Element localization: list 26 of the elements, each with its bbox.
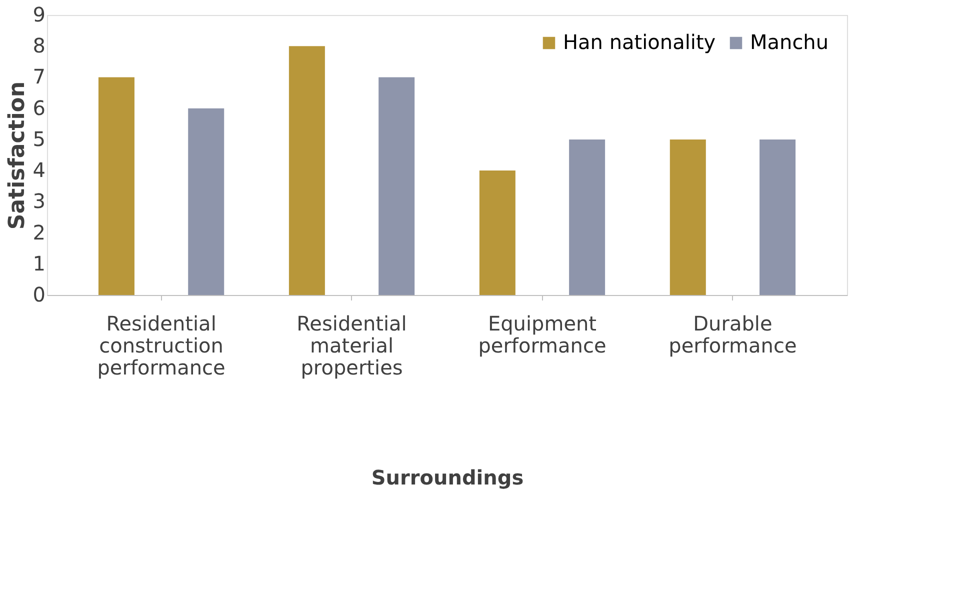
bar: [670, 139, 706, 295]
y-tick-label: 6: [32, 96, 46, 120]
y-tick-label: 2: [32, 220, 46, 244]
x-tick-label: Residential material properties: [296, 312, 407, 380]
y-tick-label: 0: [32, 282, 46, 306]
bar: [378, 77, 415, 295]
x-axis-title: Surroundings: [371, 466, 524, 490]
y-tick-label: 1: [32, 251, 46, 276]
legend-label: Manchu: [750, 30, 829, 54]
legend-label: Han nationality: [563, 30, 716, 54]
bar: [98, 77, 134, 295]
y-tick-label: 9: [32, 2, 46, 26]
bar: [288, 46, 325, 295]
y-tick-label: 5: [32, 126, 46, 151]
x-tick-label: Residential construction performance: [97, 312, 226, 380]
y-tick-label: 4: [32, 158, 46, 182]
bar: [760, 139, 796, 295]
y-tick-label: 3: [32, 189, 46, 214]
y-tick-label: 7: [32, 64, 46, 89]
bar: [479, 170, 516, 295]
bar: [569, 139, 606, 295]
y-tick-label: 8: [32, 34, 46, 58]
x-tick-label: Durable performance: [668, 312, 797, 358]
bar: [188, 108, 224, 295]
y-axis-title: Satisfaction: [4, 81, 30, 230]
x-tick-label: Equipment performance: [478, 312, 606, 358]
